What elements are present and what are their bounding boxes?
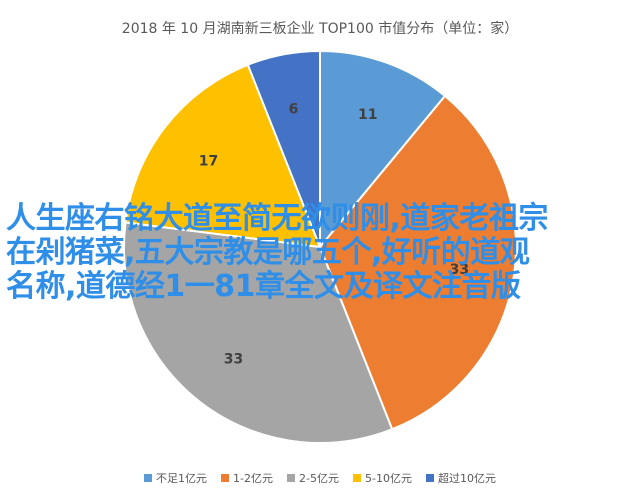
pie-slice bbox=[318, 94, 517, 431]
legend-swatch bbox=[425, 474, 434, 482]
data-label: 33 bbox=[224, 352, 243, 368]
legend-item: 超过10亿元 bbox=[425, 470, 496, 486]
overlay-text: 人生座右铭大道至简无欲则刚,道家老祖宗 在剁猪菜,五大宗教是哪五个,好听的道观 … bbox=[6, 202, 634, 304]
pie-slice bbox=[124, 63, 322, 249]
data-label: 17 bbox=[199, 154, 218, 170]
legend-item: 2-5亿元 bbox=[287, 470, 339, 486]
legend-swatch bbox=[221, 474, 230, 482]
pie-slice bbox=[246, 49, 321, 248]
overlay-line-2: 在剁猪菜,五大宗教是哪五个,好听的道观 bbox=[6, 235, 530, 270]
legend-swatch bbox=[287, 474, 296, 482]
pie-data-labels: 11 33 33 17 6 bbox=[199, 101, 469, 367]
data-label: 11 bbox=[358, 107, 377, 123]
legend-item: 不足1亿元 bbox=[144, 470, 207, 486]
legend-label: 超过10亿元 bbox=[437, 472, 496, 485]
legend-swatch bbox=[144, 474, 153, 482]
pie-slices bbox=[123, 49, 517, 444]
overlay-line-3: 名称,道德经1一81章全文及译文注音版 bbox=[6, 269, 521, 304]
legend-item: 5-10亿元 bbox=[352, 470, 412, 486]
legend-label: 1-2亿元 bbox=[233, 472, 274, 485]
pie-slice bbox=[319, 49, 447, 250]
pie-slice bbox=[123, 221, 394, 444]
data-label: 6 bbox=[289, 101, 299, 117]
overlay-line-1: 人生座右铭大道至简无欲则刚,道家老祖宗 bbox=[6, 201, 548, 236]
legend-item: 1-2亿元 bbox=[221, 470, 273, 486]
legend: 不足1亿元 1-2亿元 2-5亿元 5-10亿元 超过10亿元 bbox=[0, 470, 640, 486]
legend-swatch bbox=[352, 474, 361, 482]
legend-label: 不足1亿元 bbox=[156, 472, 208, 485]
chart-title: 2018 年 10 月湖南新三板企业 TOP100 市值分布（单位：家） bbox=[121, 21, 519, 37]
legend-label: 2-5亿元 bbox=[299, 472, 339, 485]
legend-label: 5-10亿元 bbox=[364, 472, 412, 485]
data-label: 33 bbox=[450, 262, 469, 278]
